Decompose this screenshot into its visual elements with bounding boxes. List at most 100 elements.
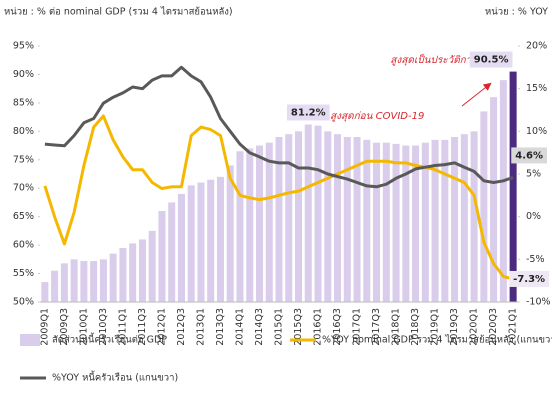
bar: [460, 134, 468, 302]
x-tick-label: 2015Q3: [293, 308, 304, 346]
bar: [314, 125, 322, 303]
y-tick-label: 85%: [13, 97, 34, 108]
bar: [246, 148, 254, 302]
bar: [499, 80, 507, 302]
legend-label: สัดส่วนหนี้ครัวเรือนต่อ GDP: [52, 333, 167, 346]
bar: [187, 185, 195, 302]
value-label-group: 4.6%: [511, 147, 547, 164]
bar: [236, 151, 244, 302]
x-tick-label: 2019Q3: [449, 308, 460, 346]
bar: [80, 261, 88, 302]
x-tick-label: 2009Q1: [39, 308, 50, 346]
x-tick-label: 2010Q1: [78, 308, 89, 346]
y2-tick-label: 15%: [526, 83, 547, 94]
legend-swatch: [20, 334, 40, 346]
bar: [373, 142, 381, 302]
x-tick-label: 2010Q3: [98, 308, 109, 346]
bar: [324, 131, 332, 302]
bar: [41, 282, 49, 302]
y-tick-label: 80%: [13, 126, 34, 137]
y-tick-label: 90%: [13, 69, 34, 80]
x-tick-label: 2018Q3: [410, 308, 421, 346]
bar: [148, 230, 156, 302]
x-tick-label: 2019Q1: [430, 308, 441, 346]
x-tick-label: 2016Q1: [313, 308, 324, 346]
value-label-group: 81.2%: [286, 104, 330, 121]
bar: [138, 239, 146, 302]
value-label-bg: [286, 104, 330, 121]
x-tick-label: 2011Q3: [137, 308, 148, 346]
x-tick-label: 2012Q1: [156, 308, 167, 346]
bar: [168, 202, 176, 302]
bar: [158, 210, 166, 302]
bar: [99, 259, 107, 302]
bar: [60, 263, 68, 302]
bar: [129, 243, 137, 302]
x-tick-label: 2020Q3: [488, 308, 499, 346]
value-label: 81.2%: [291, 108, 326, 119]
x-tick-label: 2014Q3: [254, 308, 265, 346]
left-unit: หน่วย : % ต่อ nominal GDP (รวม 4 ไตรมาสย…: [4, 6, 233, 18]
bar: [304, 124, 312, 302]
y-tick-label: 95%: [13, 41, 34, 52]
bar: [51, 270, 59, 302]
right-unit: หน่วย : % YOY: [485, 7, 548, 18]
y2-tick-label: 5%: [526, 169, 541, 180]
bar: [421, 142, 429, 302]
value-label-bg: [509, 270, 550, 287]
bar: [119, 247, 127, 302]
x-tick-label: 2020Q1: [469, 308, 480, 346]
bar: [90, 261, 98, 302]
annotation: สูงสุดเป็นประวัติการณ์: [390, 53, 488, 66]
line: [43, 114, 514, 281]
bar: [402, 145, 410, 302]
x-tick-label: 2015Q1: [274, 308, 285, 346]
x-tick-label: 2013Q1: [195, 308, 206, 346]
bar: [451, 137, 459, 302]
bar: [294, 131, 303, 302]
bar: [353, 137, 361, 302]
x-tick-label: 2012Q3: [176, 308, 187, 346]
y2-tick-label: 0%: [526, 211, 541, 222]
x-tick-label: 2013Q3: [215, 308, 226, 346]
bar: [343, 137, 351, 302]
value-label-group: -7.3%: [509, 270, 550, 287]
bar: [412, 145, 420, 302]
x-tick-label: 2021Q1: [508, 308, 519, 346]
value-label: 90.5%: [474, 55, 509, 66]
x-tick-label: 2011Q1: [117, 308, 128, 346]
annotation-arrow: [461, 82, 492, 107]
value-label-group: 90.5%: [469, 51, 513, 68]
y2-tick-label: 10%: [526, 126, 547, 137]
bar: [441, 139, 449, 302]
line: [44, 65, 514, 189]
bar: [480, 111, 488, 302]
bar: [177, 193, 185, 302]
annotation: สูงสุดก่อน COVID-19: [330, 111, 424, 122]
bar: [285, 134, 293, 302]
x-tick-label: 2017Q1: [352, 308, 363, 346]
bar: [216, 176, 224, 302]
y-tick-label: 70%: [13, 183, 34, 194]
legend-label: %YOY nominal GDP รวม 4 ไตรมาสย้อนหลัง (แ…: [322, 334, 552, 346]
bar: [334, 134, 342, 302]
bar: [109, 253, 117, 302]
y2-tick-label: 20%: [526, 41, 547, 52]
bar: [392, 143, 400, 302]
value-label-bg: [511, 147, 547, 164]
bar: [509, 71, 517, 302]
y-tick-label: 55%: [13, 268, 34, 279]
bar: [490, 97, 498, 302]
bar: [275, 137, 283, 302]
bar: [363, 139, 371, 302]
bar: [197, 182, 205, 302]
y-tick-label: 65%: [13, 211, 34, 222]
y2-tick-label: -10%: [526, 297, 551, 308]
legend-label: %YOY หนี้ครัวเรือน (แกนขวา): [52, 371, 178, 384]
y-tick-label: 50%: [13, 297, 34, 308]
x-tick-label: 2017Q3: [371, 308, 382, 346]
bar: [207, 179, 215, 302]
x-tick-label: 2018Q1: [391, 308, 402, 346]
bar: [265, 142, 273, 302]
